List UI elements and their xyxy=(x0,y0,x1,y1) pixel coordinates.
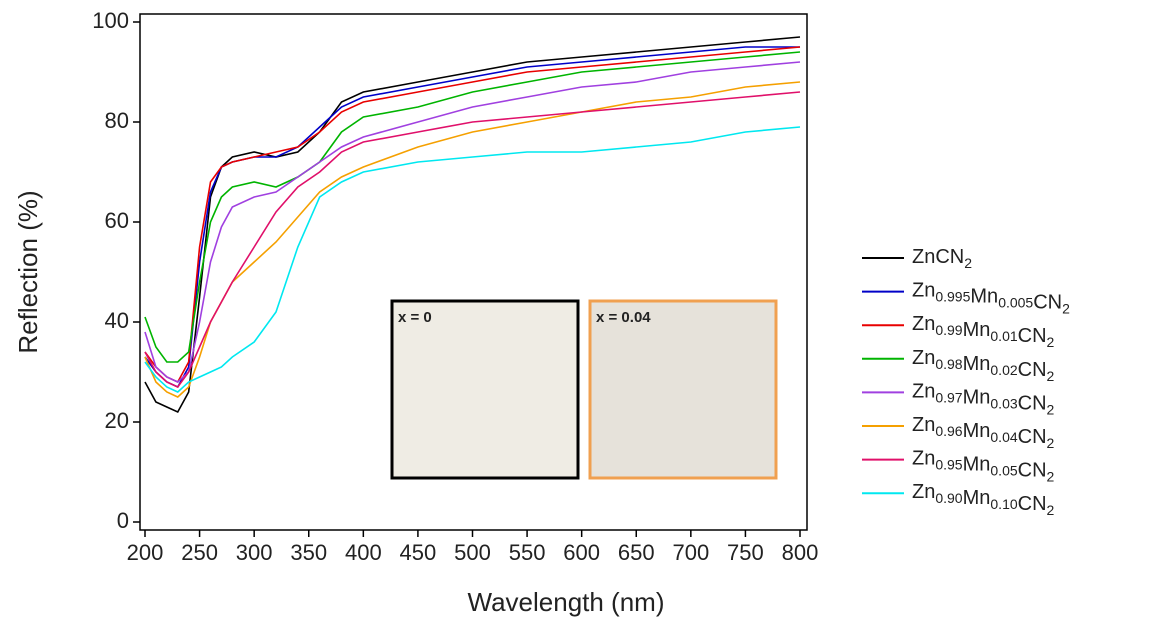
legend-label: Zn0.95Mn0.05CN2 xyxy=(912,448,1055,484)
series-line xyxy=(144,91,801,388)
x-tick-label: 300 xyxy=(236,540,273,565)
series-line xyxy=(144,36,801,414)
x-tick-label: 500 xyxy=(454,540,491,565)
x-tick-label: 700 xyxy=(672,540,709,565)
legend-label: Zn0.98Mn0.02CN2 xyxy=(912,347,1055,383)
x-tick-label: 650 xyxy=(618,540,655,565)
x-tick-label: 550 xyxy=(509,540,546,565)
legend-label: Zn0.90Mn0.10CN2 xyxy=(912,481,1055,517)
inset-label: x = 0 xyxy=(398,309,432,326)
legend-label: Zn0.96Mn0.04CN2 xyxy=(912,414,1055,450)
x-tick-label: 250 xyxy=(181,540,218,565)
legend-label: Zn0.97Mn0.03CN2 xyxy=(912,381,1055,417)
x-tick-label: 200 xyxy=(127,540,164,565)
series-line xyxy=(144,126,801,393)
y-axis-title: Reflection (%) xyxy=(13,190,43,353)
legend-label: Zn0.995Mn0.005CN2 xyxy=(912,280,1070,316)
x-axis-title: Wavelength (nm) xyxy=(468,587,665,617)
legend-label: Zn0.99Mn0.01CN2 xyxy=(912,313,1055,349)
y-tick-label: 100 xyxy=(92,8,129,33)
inset-image xyxy=(588,299,778,480)
y-tick-label: 60 xyxy=(105,208,129,233)
x-tick-label: 600 xyxy=(563,540,600,565)
inset-label: x = 0.04 xyxy=(596,309,651,326)
x-tick-label: 400 xyxy=(345,540,382,565)
series-line xyxy=(144,61,801,383)
legend-label: ZnCN2 xyxy=(912,246,972,270)
y-tick-label: 80 xyxy=(105,108,129,133)
x-tick-label: 450 xyxy=(400,540,437,565)
inset-image xyxy=(390,299,580,480)
plot-frame xyxy=(139,13,808,531)
x-tick-label: 350 xyxy=(290,540,327,565)
y-tick-label: 40 xyxy=(105,308,129,333)
x-tick-label: 800 xyxy=(782,540,819,565)
y-tick-label: 20 xyxy=(105,408,129,433)
y-tick-label: 0 xyxy=(117,508,129,533)
series-line xyxy=(144,81,801,398)
x-tick-label: 750 xyxy=(727,540,764,565)
series-line xyxy=(144,46,801,384)
